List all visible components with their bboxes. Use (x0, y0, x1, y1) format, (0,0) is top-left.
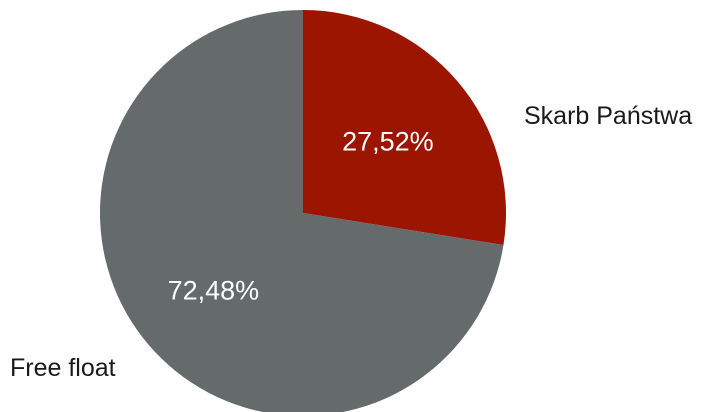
slices-layer (100, 10, 507, 412)
pie-slice-skarb-panstwa (303, 10, 507, 246)
slice-value-label-skarb-panstwa: 27,52% (342, 127, 434, 157)
slice-name-label-skarb-panstwa: Skarb Państwa (524, 102, 692, 130)
slice-value-label-free-float: 72,48% (168, 275, 260, 305)
pie-slice-free-float (100, 10, 504, 412)
slice-name-label-free-float: Free float (10, 354, 116, 382)
